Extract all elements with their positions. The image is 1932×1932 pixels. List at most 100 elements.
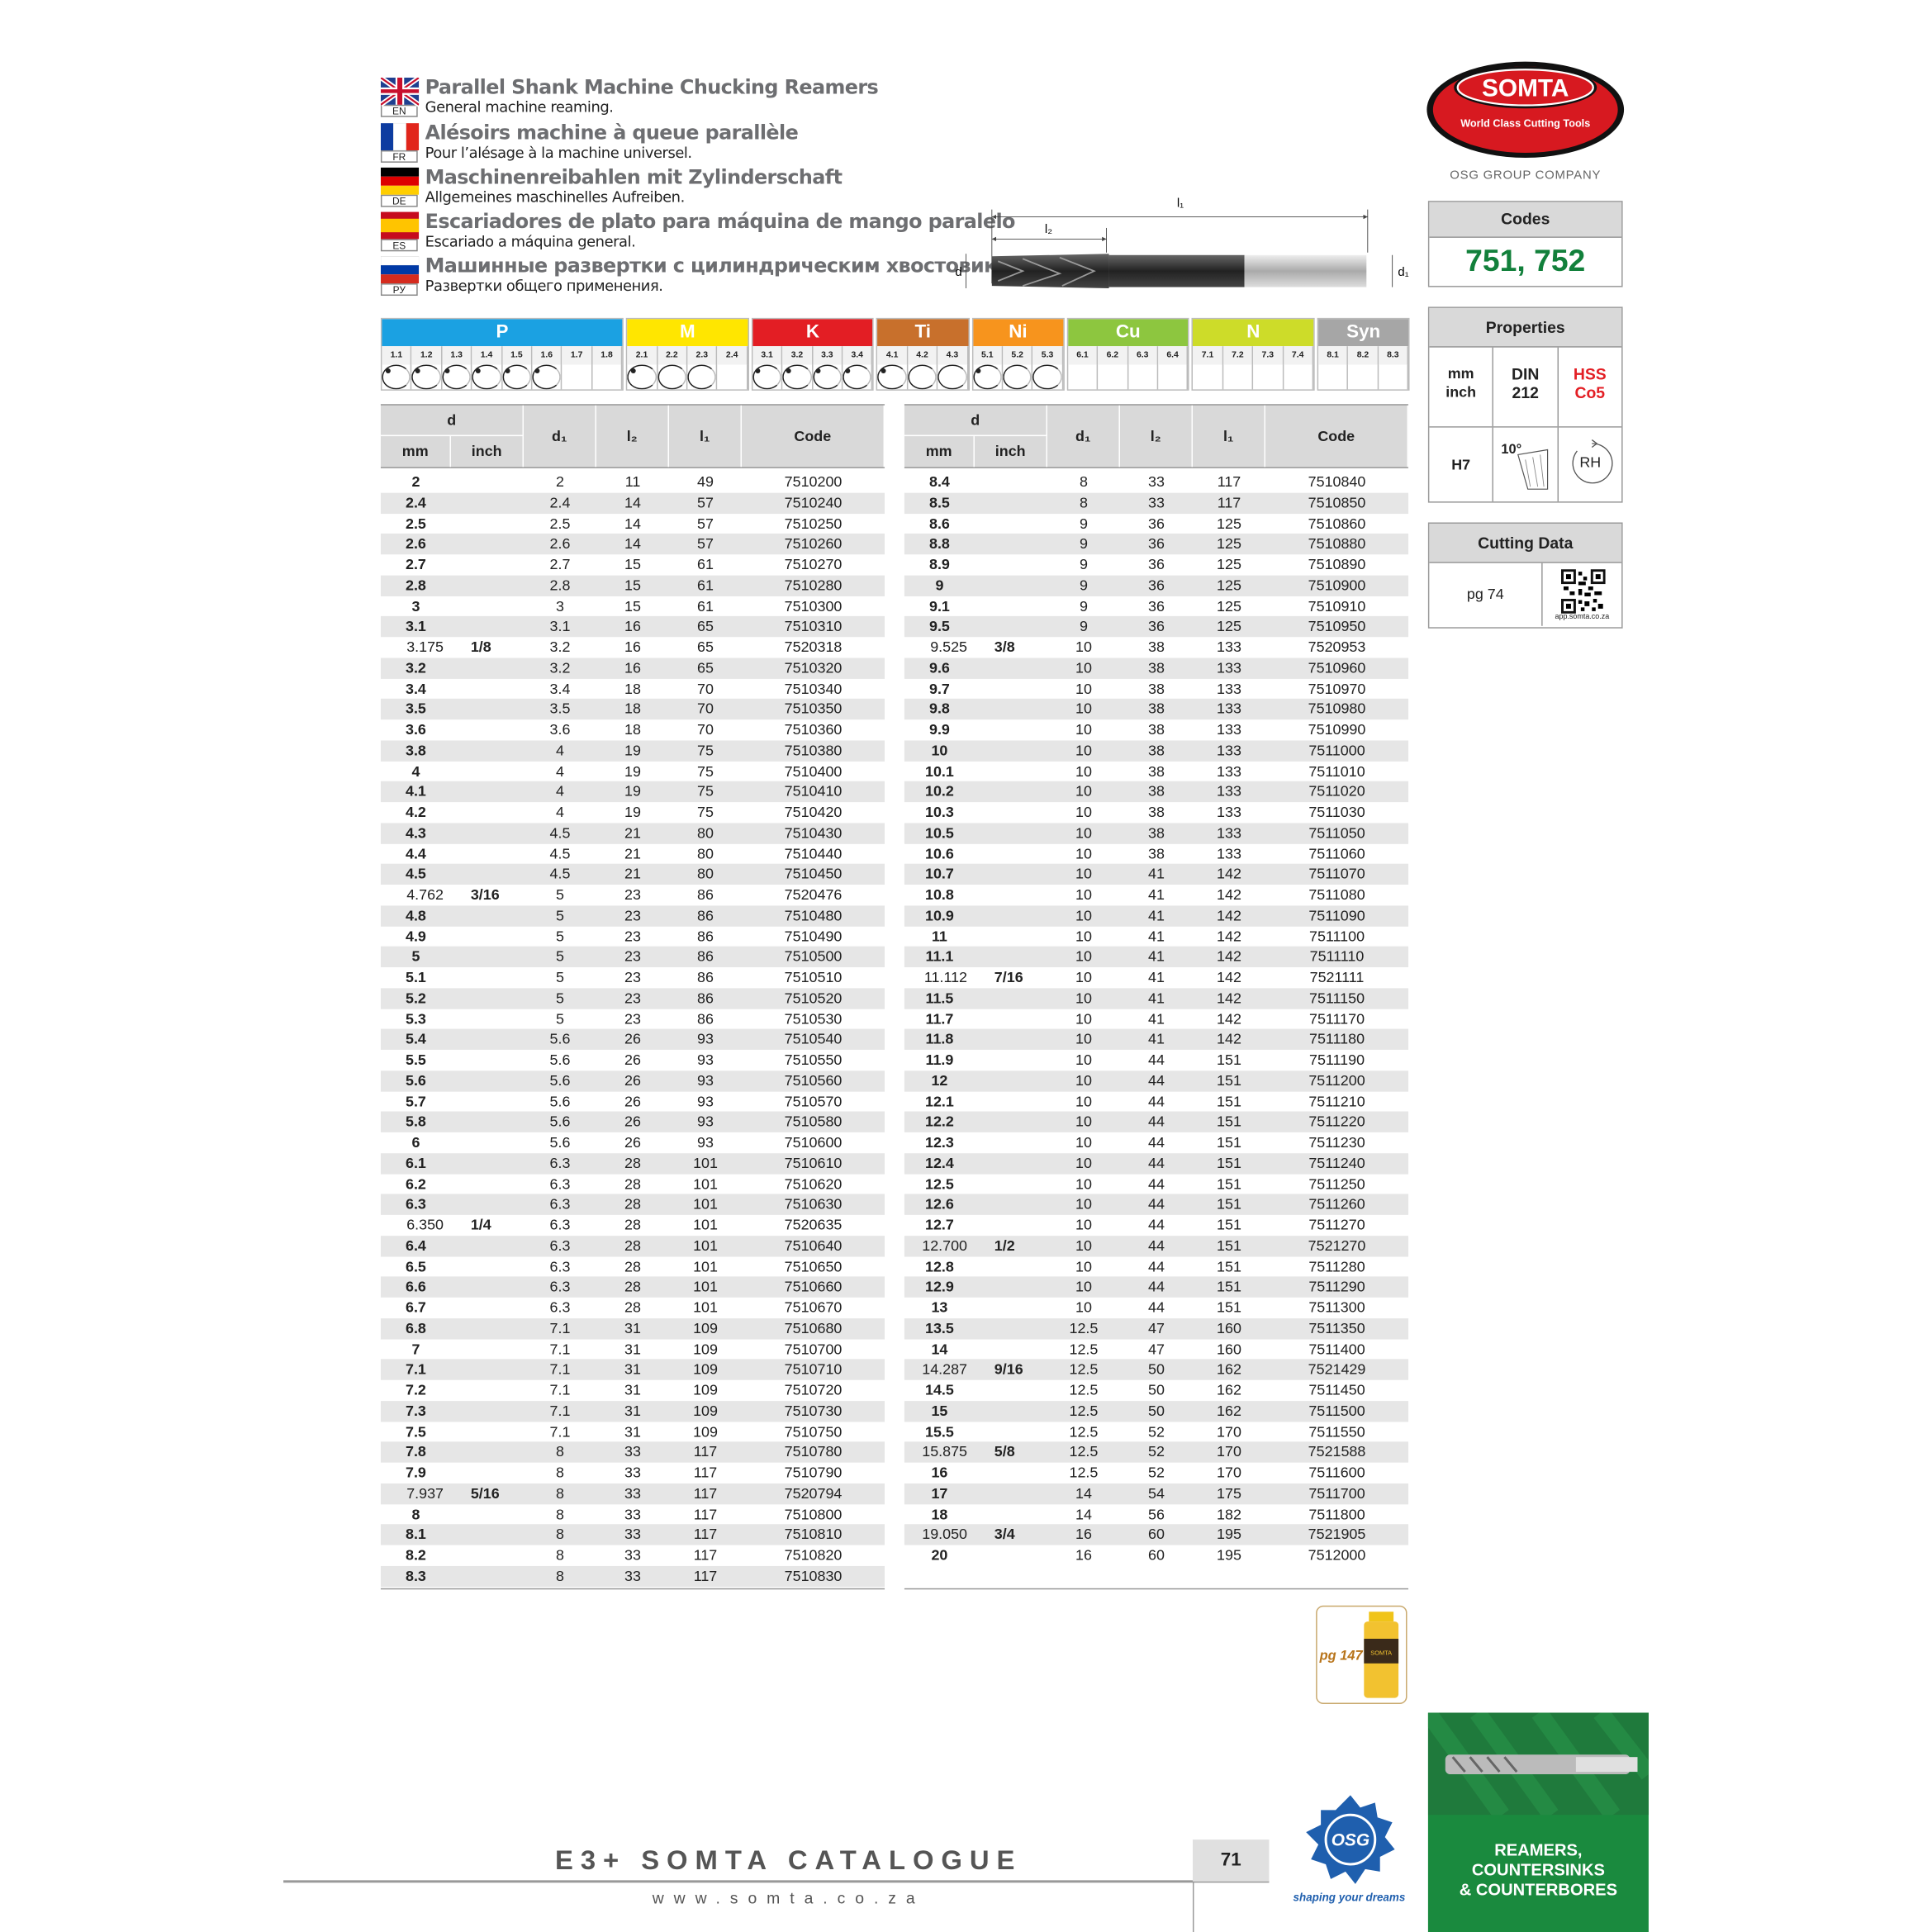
cell: 7510500 <box>784 947 843 966</box>
table-row: 13 10 44 151 7511300 <box>904 1298 1408 1318</box>
cell: 117 <box>1217 493 1241 511</box>
cell: 142 <box>1217 947 1241 966</box>
cell: 10 <box>1075 1175 1092 1193</box>
table-row: 14.287 9/16 12.5 50 162 7521429 <box>904 1359 1409 1380</box>
cell: 8 <box>1079 493 1088 511</box>
cell: 93 <box>697 1071 714 1089</box>
panel-title: Properties <box>1429 307 1622 348</box>
cell: 93 <box>697 1030 714 1048</box>
cell: 31 <box>624 1381 641 1399</box>
cell: 7/16 <box>994 968 1023 986</box>
cell: 13.5 <box>924 1319 954 1337</box>
grade: 7.1 <box>1193 346 1223 365</box>
cell: 14 <box>624 534 641 553</box>
table-row: 11.9 10 44 151 7511190 <box>904 1050 1408 1070</box>
cell-empty <box>451 1194 524 1215</box>
cell: 10.5 <box>924 824 954 842</box>
suitability-full <box>782 364 812 390</box>
table-row: 9 9 36 125 7510900 <box>904 575 1409 596</box>
label-d1: d₁ <box>1398 266 1408 279</box>
cell: 7510960 <box>1308 658 1366 676</box>
cell: 8.1 <box>406 1526 426 1543</box>
cutting-data-panel: Cutting Data pg 74 app.somta.co.za <box>1427 522 1623 629</box>
cell-empty <box>975 554 1047 575</box>
cell: 6.1 <box>406 1154 426 1172</box>
header-mm: mm <box>381 436 451 468</box>
cell: 31 <box>624 1360 641 1379</box>
flag-es <box>380 211 420 240</box>
grade: 1.5 <box>501 346 533 365</box>
cell: 12.5 <box>924 1175 954 1193</box>
cell: 7.5 <box>406 1422 426 1441</box>
cell: 7510440 <box>784 844 843 862</box>
cell: 12.5 <box>1069 1422 1099 1441</box>
cell: 14 <box>624 514 641 532</box>
cell: 26 <box>624 1030 641 1048</box>
cell: 6.3 <box>549 1216 571 1234</box>
language-title: Машинные развертки с цилиндрическим хвос… <box>425 254 1026 278</box>
table-row: 11.7 10 41 142 7511170 <box>904 1009 1408 1029</box>
cell: 44 <box>1147 1216 1165 1234</box>
cell: 142 <box>1217 885 1241 904</box>
cell: 5.8 <box>406 1113 426 1131</box>
language-entry: ES Escariadores de plato para máquina de … <box>380 210 1015 254</box>
cell: 7510620 <box>784 1175 843 1193</box>
table-row: 10.6 10 38 133 7511060 <box>904 843 1408 864</box>
cell: 5.3 <box>406 1009 426 1028</box>
table-row: 10.2 10 38 133 7511020 <box>904 781 1409 803</box>
cell: 10 <box>1075 1298 1092 1317</box>
standard: DIN 212 <box>1493 347 1559 427</box>
cell: 7.1 <box>549 1340 571 1358</box>
table-row: 9.6 10 38 133 7510960 <box>904 657 1409 679</box>
cell: 2.6 <box>549 534 571 553</box>
cell: 28 <box>624 1257 641 1275</box>
cell: 10.6 <box>924 844 954 862</box>
table-row: 7 7.1 31 109 7510700 <box>381 1339 885 1360</box>
table-row: 3.5 3.5 18 70 7510350 <box>380 699 885 720</box>
cell: 12.5 <box>1069 1319 1099 1337</box>
suitability-open <box>1032 364 1062 390</box>
cell: 7511230 <box>1308 1133 1365 1151</box>
cell: 5.6 <box>549 1133 571 1151</box>
cell-empty <box>451 947 524 967</box>
table-row: 3 3 15 61 7510300 <box>381 596 885 616</box>
cell: 162 <box>1217 1381 1241 1399</box>
cell: 151 <box>1217 1298 1241 1317</box>
table-row: 12.3 10 44 151 7511230 <box>904 1132 1408 1153</box>
cell: 10 <box>1075 720 1092 738</box>
cell: 7510430 <box>784 824 843 842</box>
size-table: d mm inch d₁ l₂ l₁ Code 8.4 8 33 117 7510840 8.5 8 33 1… <box>904 404 1409 1590</box>
suitability-cell <box>532 364 563 390</box>
cell: 57 <box>697 493 714 511</box>
cell-empty <box>975 657 1047 678</box>
panel-title: Cutting Data <box>1429 523 1622 563</box>
cell: 7511050 <box>1308 824 1365 842</box>
cell: 33 <box>1147 472 1165 491</box>
cell-empty <box>975 1174 1047 1194</box>
cell-empty <box>975 740 1047 761</box>
cell: 9.8 <box>928 700 950 718</box>
table-row: 14.5 12.5 50 162 7511450 <box>904 1380 1408 1401</box>
header-d: d <box>380 405 524 437</box>
cell: 7511500 <box>1308 1402 1365 1420</box>
cell: 15 <box>931 1402 948 1420</box>
table-row: 3.8 4 19 75 7510380 <box>380 740 885 762</box>
cell: 9/16 <box>994 1360 1023 1379</box>
language-code: РУ <box>380 283 418 297</box>
cell: 10 <box>1075 658 1092 676</box>
cell-empty <box>975 678 1047 699</box>
cell-empty <box>975 781 1047 802</box>
cell: 7510990 <box>1308 720 1366 738</box>
suitability-full <box>411 364 441 390</box>
suitability-cell <box>1068 364 1099 390</box>
cell: 7510710 <box>784 1360 843 1379</box>
cell: 52 <box>1147 1443 1165 1461</box>
cell-empty <box>975 699 1047 719</box>
suitability-open <box>657 364 686 390</box>
cell: 7511260 <box>1308 1195 1365 1213</box>
cell: 5.6 <box>549 1030 571 1048</box>
cell-empty <box>975 1401 1047 1422</box>
cell-empty <box>975 1339 1047 1360</box>
table-row: 10.5 10 38 133 7511050 <box>904 823 1409 844</box>
cell: 12.9 <box>924 1278 954 1296</box>
